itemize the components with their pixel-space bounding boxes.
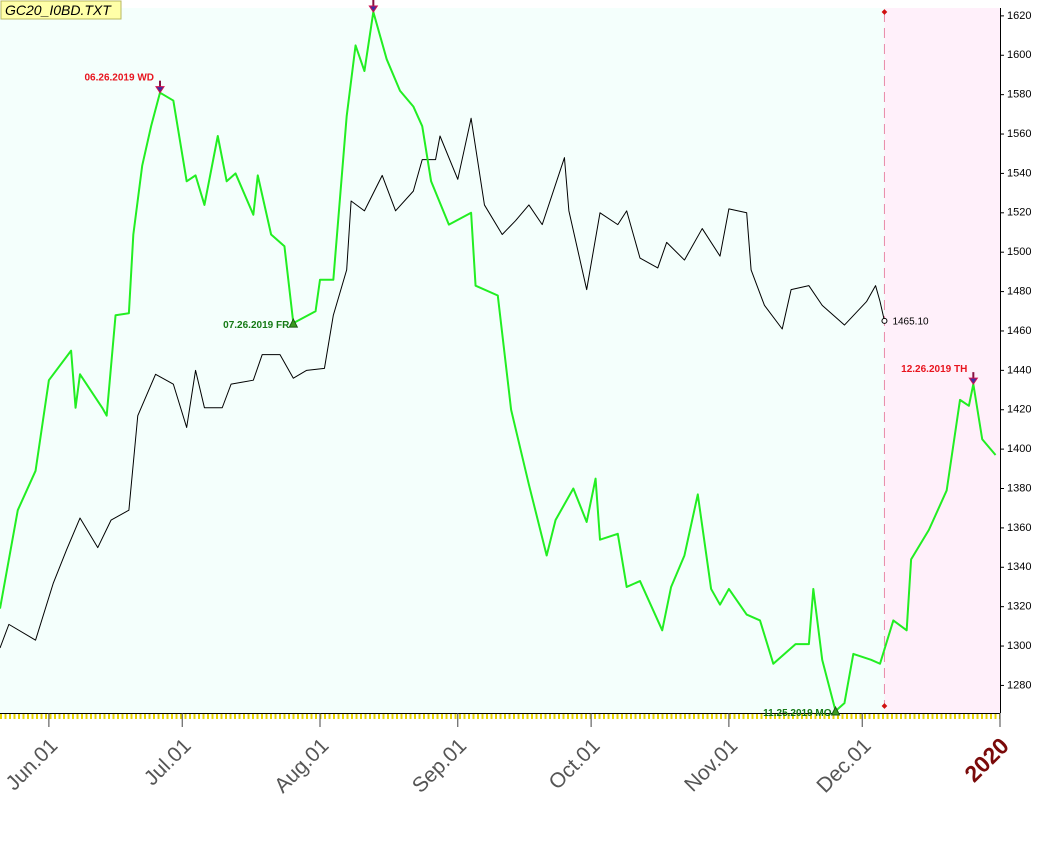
- last-value-marker: [881, 317, 888, 324]
- y-tick-label: 1460: [1007, 325, 1031, 337]
- y-tick-label: 1380: [1007, 482, 1031, 494]
- plot-background: [0, 8, 1000, 713]
- low-arrow: [288, 317, 299, 328]
- x-tick-label: Sep.01: [408, 734, 471, 797]
- low-arrow: [830, 705, 841, 716]
- title-box: [0, 0, 122, 20]
- x-tick-label: Jun.01: [1, 734, 62, 795]
- y-tick-label: 1500: [1007, 246, 1031, 258]
- x-tick-label: Dec.01: [812, 734, 875, 797]
- high-arrow: [968, 377, 979, 386]
- high-label: 06.26.2019 WD: [85, 73, 155, 84]
- x-tick-label: Nov.01: [680, 734, 742, 796]
- y-tick-label: 1440: [1007, 364, 1031, 376]
- high-arrow: [368, 5, 379, 13]
- y-tick-label: 1580: [1007, 89, 1031, 101]
- y-tick-label: 1540: [1007, 167, 1031, 179]
- highlight-marker: [881, 703, 888, 709]
- high-label: 12.26.2019 TH: [901, 364, 967, 375]
- background-layer: [881, 8, 1000, 713]
- y-tick-label: 1560: [1007, 128, 1031, 140]
- chart-title: GC20_I0BD.TXT: [5, 2, 112, 18]
- series-line: [0, 10, 997, 713]
- annotations-layer: 1465.10 06.26.2019 WD 08.13.2019 TU 07.26.2…: [85, 0, 979, 719]
- highlight-region: [884, 8, 1000, 713]
- x-tick-label: Aug.01: [270, 734, 333, 797]
- low-label: 07.26.2019 FR: [223, 320, 290, 331]
- x-tick-label: Oct.01: [545, 734, 605, 794]
- y-tick-label: 1620: [1007, 10, 1031, 22]
- last-value-label: 1465.10: [892, 317, 929, 328]
- y-tick-label: 1340: [1007, 561, 1031, 573]
- y-tick-label: 1300: [1007, 640, 1031, 652]
- y-tick-label: 1280: [1007, 679, 1031, 691]
- high-arrow: [155, 86, 165, 94]
- lines-layer: [0, 10, 997, 713]
- y-tick-label: 1360: [1007, 522, 1031, 534]
- axes-layer: 1280 1300 1320 1340 1360 1380 1400 1420 1440 1460…: [1, 10, 1031, 798]
- low-label: 11.25.2019 MO: [763, 708, 832, 719]
- high-label: 08.13.2019 TU: [301, 0, 367, 3]
- highlight-marker: [881, 9, 888, 15]
- y-tick-label: 1520: [1007, 207, 1031, 219]
- y-tick-label: 1600: [1007, 49, 1031, 61]
- x-tick-label: Jul.01: [140, 734, 196, 790]
- y-tick-label: 1480: [1007, 285, 1031, 297]
- series-line: [0, 117, 885, 649]
- y-tick-label: 1420: [1007, 404, 1031, 416]
- y-tick-label: 1320: [1007, 601, 1031, 613]
- y-tick-label: 1400: [1007, 443, 1031, 455]
- x-tick-label: 2020: [959, 732, 1014, 787]
